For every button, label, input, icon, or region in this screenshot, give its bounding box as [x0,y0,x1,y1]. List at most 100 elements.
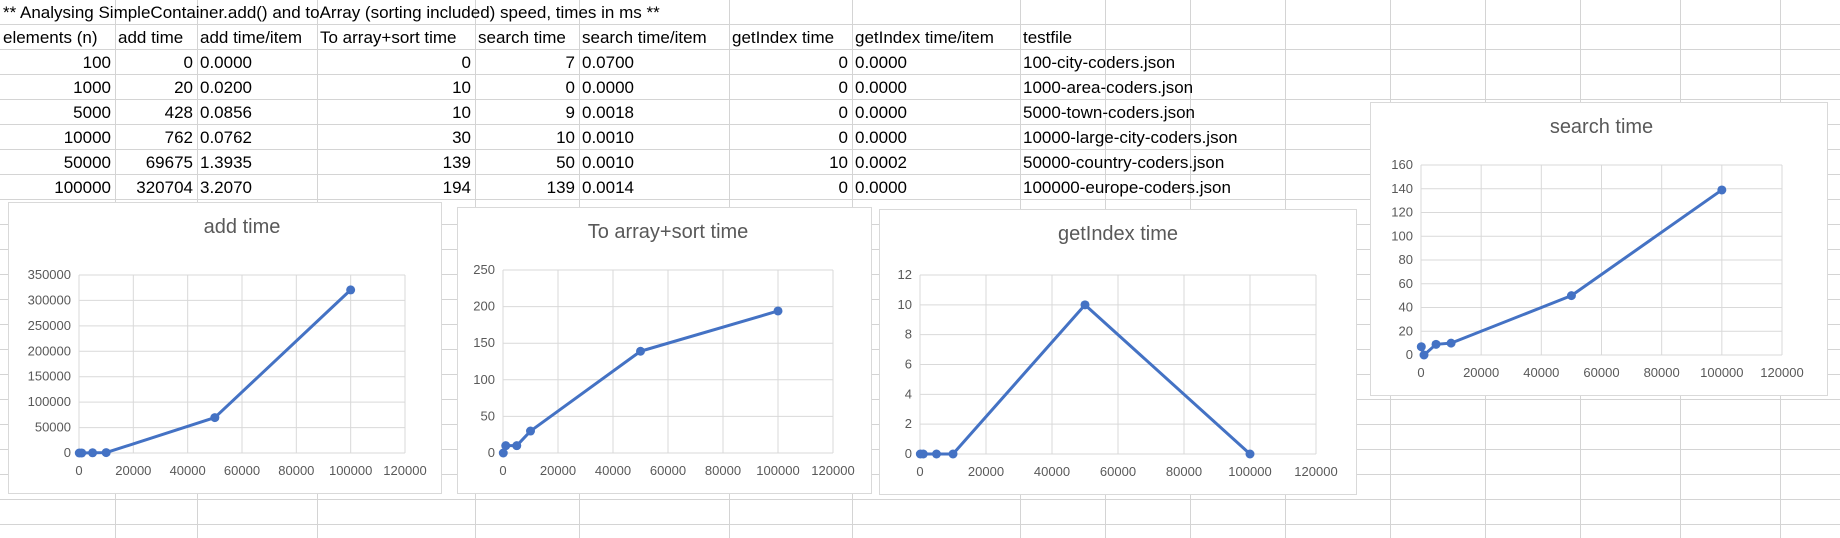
y-tick-label: 200000 [28,343,71,358]
header-getindex-time-per-item[interactable]: getIndex time/item [855,28,994,47]
cell-add-time-per-item[interactable]: 0.0200 [200,78,252,97]
cell-testfile[interactable]: 10000-large-city-coders.json [1023,128,1238,147]
cell-search-time-per-item[interactable]: 0.0014 [582,178,634,197]
chart-title: search time [1550,116,1653,138]
cell-elements[interactable]: 100 [82,53,111,72]
y-tick-label: 0 [488,445,495,460]
x-tick-label: 100000 [1228,464,1271,479]
cell-add-time-per-item[interactable]: 0.0000 [200,53,252,72]
cell-getindex-time[interactable]: 0 [838,178,848,197]
header-add-time[interactable]: add time [118,28,184,47]
data-point [1419,350,1429,360]
cell-search-time-per-item[interactable]: 0.0700 [582,53,634,72]
cell-testfile[interactable]: 100-city-coders.json [1023,53,1176,72]
cell-toarray-sort-time[interactable]: 10 [452,78,471,97]
data-point [636,346,645,356]
cell-add-time[interactable]: 762 [164,128,193,147]
cell-getindex-time[interactable]: 0 [838,128,848,147]
data-point [1717,185,1727,195]
cell-search-time[interactable]: 7 [565,53,575,72]
x-tick-label: 80000 [1166,464,1202,479]
data-point [210,413,220,423]
chart-getindex-time[interactable]: getIndex time 0 2 4 6 8 10 12 0 20000 40000 60000 80… [879,209,1357,495]
cell-search-time[interactable]: 139 [546,178,575,197]
cell-add-time-per-item[interactable]: 3.2070 [200,178,252,197]
cell-getindex-time-per-item[interactable]: 0.0000 [855,53,907,72]
cell-testfile[interactable]: 100000-europe-coders.json [1023,178,1231,197]
cell-add-time[interactable]: 20 [174,78,193,97]
cell-toarray-sort-time[interactable]: 139 [442,153,471,172]
cell-toarray-sort-time[interactable]: 30 [452,128,471,147]
cell-add-time[interactable]: 69675 [145,153,193,172]
header-getindex-time[interactable]: getIndex time [732,28,835,47]
y-tick-label: 50 [481,408,495,423]
cell-search-time[interactable]: 50 [556,153,575,172]
cell-testfile[interactable]: 50000-country-coders.json [1023,153,1225,172]
cell-add-time[interactable]: 428 [164,103,193,122]
cell-elements[interactable]: 1000 [73,78,111,97]
cell-toarray-sort-time[interactable]: 0 [461,53,471,72]
x-tick-label: 20000 [1463,365,1499,380]
cell-toarray-sort-time[interactable]: 10 [452,103,471,122]
header-add-time-per-item[interactable]: add time/item [200,28,303,47]
cell-search-time-per-item[interactable]: 0.0000 [582,78,634,97]
y-tick-label: 250 [473,262,495,277]
chart-search-time[interactable]: search time 0 20 40 60 80 100 120 140 160 0 20000 40… [1370,102,1828,396]
data-point [512,441,522,451]
cell-elements[interactable]: 10000 [63,128,111,147]
cell-toarray-sort-time[interactable]: 194 [442,178,471,197]
data-point [918,449,928,459]
cell-elements[interactable]: 5000 [73,103,111,122]
cell-getindex-time[interactable]: 0 [838,103,848,122]
cell-getindex-time-per-item[interactable]: 0.0002 [855,153,907,172]
header-search-time[interactable]: search time [478,28,566,47]
y-tick-label: 150 [473,335,495,350]
cell-add-time-per-item[interactable]: 1.3935 [200,153,252,172]
y-tick-label: 120 [1391,205,1413,220]
y-tick-label: 80 [1399,252,1413,267]
header-elements[interactable]: elements (n) [3,28,98,47]
cell-getindex-time-per-item[interactable]: 0.0000 [855,128,907,147]
y-tick-label: 100 [473,372,495,387]
cell-elements[interactable]: 50000 [63,153,111,172]
cell-getindex-time[interactable]: 10 [829,153,848,172]
cell-testfile[interactable]: 5000-town-coders.json [1023,103,1195,122]
cell-search-time-per-item[interactable]: 0.0010 [582,153,634,172]
x-tick-label: 80000 [705,463,741,478]
data-point [88,448,98,458]
x-tick-label: 20000 [115,463,151,478]
x-tick-label: 80000 [278,463,314,478]
cell-search-time-per-item[interactable]: 0.0010 [582,128,634,147]
cell-add-time-per-item[interactable]: 0.0856 [200,103,252,122]
cell-search-time[interactable]: 9 [565,103,575,122]
cell-elements[interactable]: 100000 [54,178,111,197]
cell-add-time[interactable]: 320704 [136,178,193,197]
y-tick-label: 150000 [28,369,71,384]
y-tick-label: 100000 [28,394,71,409]
cell-search-time-per-item[interactable]: 0.0018 [582,103,634,122]
cell-testfile[interactable]: 1000-area-coders.json [1023,78,1194,97]
cell-getindex-time-per-item[interactable]: 0.0000 [855,78,907,97]
header-testfile[interactable]: testfile [1023,28,1073,47]
y-tick-label: 50000 [35,420,71,435]
header-search-time-per-item[interactable]: search time/item [582,28,707,47]
cell-getindex-time[interactable]: 0 [838,53,848,72]
cell-search-time[interactable]: 0 [565,78,575,97]
cell-add-time[interactable]: 0 [183,53,193,72]
y-tick-label: 300000 [28,292,71,307]
y-tick-label: 2 [905,416,912,431]
x-tick-label: 60000 [650,463,686,478]
cell-getindex-time-per-item[interactable]: 0.0000 [855,178,907,197]
series-line [79,288,352,455]
cell-add-time-per-item[interactable]: 0.0762 [200,128,252,147]
cell-search-time[interactable]: 10 [556,128,575,147]
cell-getindex-time[interactable]: 0 [838,78,848,97]
data-point [1080,300,1090,310]
header-toarray-sort-time[interactable]: To array+sort time [320,28,457,47]
sheet-title[interactable]: ** Analysing SimpleContainer.add() and t… [3,3,660,22]
chart-toarray-sort-time[interactable]: To array+sort time 0 50 100 150 200 250 0 20000 4… [457,207,872,494]
y-tick-label: 200 [473,299,495,314]
cell-getindex-time-per-item[interactable]: 0.0000 [855,103,907,122]
y-tick-label: 250000 [28,318,71,333]
chart-add-time[interactable]: add time 0 50000 100000 150000 200000 250000 30… [8,202,442,494]
